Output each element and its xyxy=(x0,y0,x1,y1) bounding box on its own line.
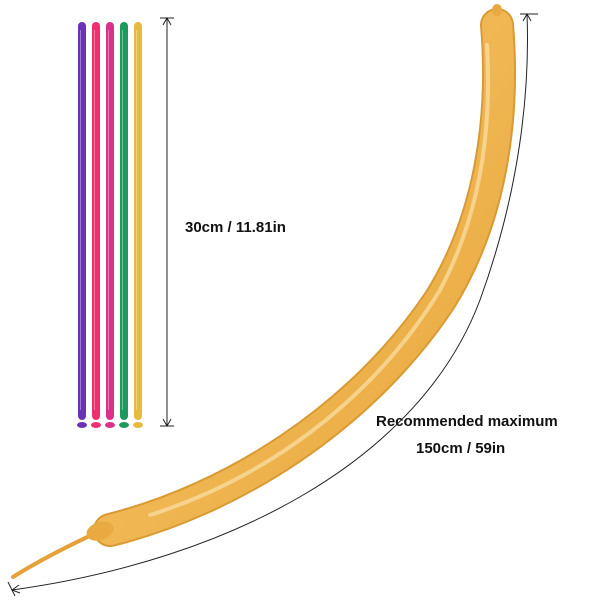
short-balloons-group xyxy=(77,22,143,428)
short-balloon xyxy=(133,22,143,428)
short-balloon xyxy=(91,22,101,428)
short-balloon xyxy=(77,22,87,428)
short-length-measure-line xyxy=(160,16,174,428)
long-length-measure-line xyxy=(7,12,538,597)
short-balloon xyxy=(105,22,115,428)
max-length-label: 150cm / 59in xyxy=(416,440,506,457)
short-length-label: 30cm / 11.81in xyxy=(185,219,286,236)
short-balloon xyxy=(119,22,129,428)
long-balloon xyxy=(11,4,517,579)
recommended-maximum-label: Recommended maximum xyxy=(376,413,558,430)
